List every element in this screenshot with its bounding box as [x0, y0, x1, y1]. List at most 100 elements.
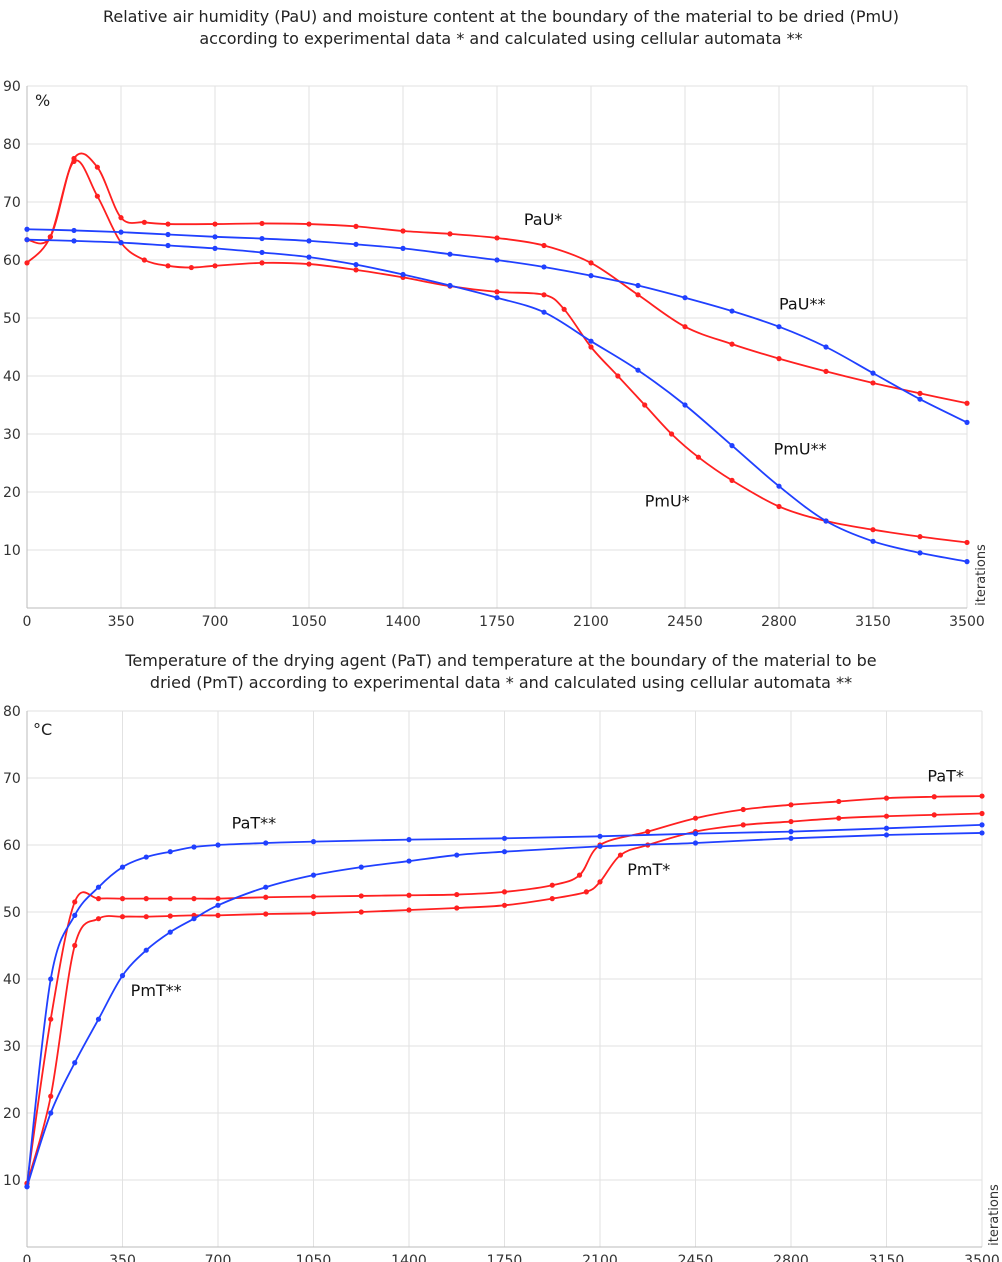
chart-1-series-PaU*-point [682, 324, 688, 330]
chart-1-series-PmU*-point [24, 260, 30, 266]
chart-1-y-tick-label: 40 [3, 369, 21, 385]
chart-1-x-tick-label: 2450 [667, 614, 703, 630]
chart-1-series-PaU*-point [823, 368, 829, 374]
chart-2-series-PaT**-point [788, 829, 794, 835]
chart-2-series-PmT*-point [95, 916, 102, 922]
chart-1-series-PaU*-point [447, 231, 453, 237]
chart-1-series-PaU**-point [118, 229, 124, 235]
chart-1-y-tick-label: 70 [3, 195, 21, 211]
chart-1-series-PaU**-point [682, 295, 688, 301]
chart-2-y-tick-label: 50 [3, 905, 21, 921]
chart-2-series-PmT*-line [26, 812, 983, 1184]
chart-1-series-PaU*-point [118, 215, 124, 221]
chart-2-series-PmT*-point [583, 889, 589, 895]
chart-2-series-PaT*-point [119, 896, 126, 902]
chart-2-series-PaT*-point [406, 892, 412, 898]
chart-2-series-PmT*-point [358, 909, 364, 915]
chart-1-y-tick-label: 10 [3, 543, 21, 559]
chart-1-x-tick-label: 1050 [291, 614, 327, 630]
chart-1-series-PmU*-point [47, 234, 53, 240]
chart-2-series-PmT*-point [167, 913, 173, 919]
chart-1-series-PaU*-point [400, 228, 406, 234]
chart-2-series-PaT**-point [119, 864, 126, 870]
chart-1-x-tick-label: 3500 [949, 614, 985, 630]
chart-2-series-PaT*-point [549, 882, 555, 888]
chart-1-series-PmU**-point [964, 559, 970, 565]
chart-1-series-PmU**-point [400, 271, 406, 278]
chart-1-series-PmU**-point [494, 295, 500, 301]
chart-1-title-line1: Relative air humidity (PaU) and moisture… [102, 7, 899, 26]
chart-2-series-PmT*-point [406, 907, 412, 913]
chart-2-series-PaT**-point [597, 833, 603, 839]
chart-2-series-PmT**-point [788, 835, 794, 841]
chart-2-y-tick-label: 60 [3, 838, 21, 854]
chart-1-series-PaU**-point [917, 396, 923, 402]
chart-1-y-tick-label: 80 [3, 137, 21, 153]
chart-1-series-PmU*-point [588, 344, 594, 350]
chart-1-series-PaU**-point [353, 241, 359, 247]
chart-1-series-PaU**-point [447, 251, 453, 257]
chart-2-x-axis-label: iterations [987, 1184, 1002, 1246]
chart-2-series-PaT*-point [263, 894, 269, 900]
chart-2-series-PaT*-point [501, 889, 508, 895]
chart-1-y-tick-label: 90 [3, 79, 21, 95]
chart-1-series-PaU*-point [870, 380, 876, 386]
chart-2-series-PmT**-point [119, 973, 126, 979]
chart-1-series-PaU**-point [541, 264, 547, 270]
chart-2-series-PmT**-point [72, 1060, 78, 1066]
chart-2-y-tick-label: 30 [3, 1039, 21, 1055]
chart-2-y-tick-label: 80 [3, 704, 21, 720]
chart-2-series-PmT**-point [883, 832, 890, 838]
chart-2-series-PaT*-point [191, 896, 197, 902]
chart-2-series-PmT**-point [501, 849, 508, 855]
chart-1-series-PmU*-point [165, 263, 171, 269]
chart-2-series-PaT*-point [883, 795, 890, 801]
chart-2-series-PmT**-point [692, 840, 699, 846]
chart-2-x-tick-label: 3500 [964, 1253, 1000, 1262]
chart-1-series-PmU*-point [615, 373, 621, 379]
chart-1-x-tick-label: 700 [202, 614, 229, 630]
chart-1-series-PaU**-point [212, 234, 218, 240]
chart-2-series-PaT*-point [788, 802, 794, 808]
chart-1-series-PmU**-point [635, 367, 641, 373]
chart-2-series-PmT**-point [263, 884, 269, 890]
chart-1-series-PaU*-point [212, 221, 218, 227]
chart-1-x-tick-label: 2800 [761, 614, 797, 630]
chart-1-series-PmU*-point [776, 503, 782, 510]
chart-2-y-tick-label: 40 [3, 972, 21, 988]
chart-2-y-axis-label: °C [33, 720, 52, 739]
chart-1-series-PmU**-point [729, 443, 735, 449]
chart-1-y-tick-label: 50 [3, 311, 21, 327]
chart-1-annotation-PmU**: PmU** [774, 439, 827, 458]
chart-2-series-PmT*-point [883, 813, 890, 819]
chart-2-series-PmT**-point [48, 1110, 54, 1116]
chart-1-series-PmU**-point [447, 282, 453, 289]
chart-1-series-PaU**-point [259, 235, 265, 242]
chart-1-series-PaU**-point [635, 282, 641, 289]
chart-1-series-PaU*-point [141, 219, 147, 225]
chart-1-series-PaU*-point [259, 220, 265, 227]
chart-1-series-PaU*-point [729, 341, 735, 347]
chart-1-series-PmU**-point [353, 262, 359, 268]
chart-2-title-line1: Temperature of the drying agent (PaT) an… [125, 651, 877, 670]
chart-1-series-PmU*-point [642, 402, 648, 408]
chart-2-series-PaT*-point [215, 896, 221, 902]
chart-2-x-tick-label: 700 [205, 1253, 232, 1262]
chart-2-x-tick-label: 2800 [773, 1253, 809, 1262]
chart-2-series-PaT*-point [310, 893, 317, 900]
chart-2-series-PaT*-point [645, 829, 651, 835]
chart-1-series-PmU**-point [588, 338, 594, 344]
chart-2-series-PmT*-point [597, 879, 603, 885]
chart-2-series-PmT**-point [95, 1016, 102, 1022]
chart-1-x-tick-label: 2100 [573, 614, 609, 630]
chart-1-series-PmU**-point [776, 483, 782, 489]
chart-1-series-PmU**-point [165, 242, 171, 249]
chart-2-series-PmT*-point [788, 818, 794, 825]
chart-2-series-PmT*-point [501, 902, 508, 908]
chart-2-series-PaT*-point [692, 815, 699, 821]
chart-2-x-tick-label: 1750 [487, 1253, 523, 1262]
chart-2-series-PmT**-point [143, 947, 149, 953]
chart-2-series-PaT**-point [501, 835, 508, 841]
chart-2-series-PmT*-point [617, 852, 624, 858]
chart-2-series-PmT*-point [48, 1093, 54, 1099]
